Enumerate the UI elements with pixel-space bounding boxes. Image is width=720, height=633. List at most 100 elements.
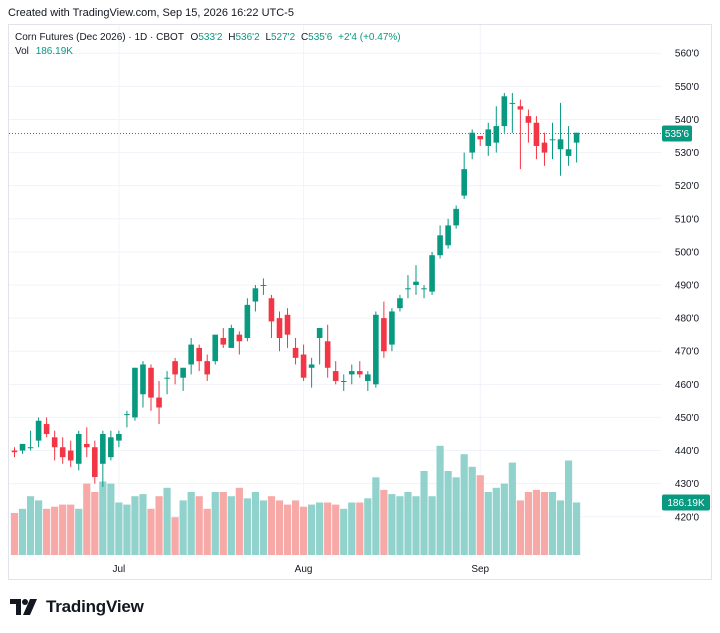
y-tick-label: 530'0 [675, 148, 700, 159]
volume-bar [364, 498, 372, 555]
ohlc-legend: Corn Futures (Dec 2026) · 1D · CBOT O533… [15, 32, 401, 43]
candle-body [27, 447, 34, 449]
tradingview-logo[interactable]: TradingView [10, 597, 144, 617]
volume-bar [436, 445, 444, 555]
volume-bar [147, 508, 155, 555]
candle-body [276, 318, 283, 338]
volume-bar [500, 483, 508, 555]
volume-bar [155, 496, 163, 555]
y-tick-label: 430'0 [675, 479, 700, 490]
last-volume-tag-label: 186.19K [667, 498, 705, 509]
candle-body [252, 288, 259, 302]
volume-bar [452, 477, 460, 555]
volume-bar [316, 502, 324, 555]
volume-label: Vol [15, 46, 29, 57]
y-axis[interactable]: 420'0 430'0 440'0 450'0 460'0 470'0 480'0 490'0… [675, 49, 700, 524]
volume-bar [219, 492, 227, 555]
volume-bar [564, 460, 573, 555]
volume-bar [428, 496, 436, 555]
candle-body [445, 225, 451, 246]
volume-bar [484, 492, 492, 555]
candle-body [236, 334, 243, 342]
candles [11, 92, 580, 487]
volume-bar [388, 494, 396, 555]
volume-bar [179, 500, 187, 555]
candle-body [140, 364, 146, 395]
volume-bar [203, 508, 211, 555]
last-price-tag-label: 535'6 [665, 129, 690, 140]
volume-bar [131, 496, 139, 555]
candle-body [565, 149, 572, 156]
candle-body [356, 371, 363, 375]
candle-body [244, 304, 251, 338]
volume-bar [259, 500, 268, 555]
volume-bar [163, 487, 171, 555]
y-tick-label: 440'0 [675, 446, 700, 457]
candle-body [51, 437, 58, 448]
volume-bar [211, 492, 219, 555]
volume-legend: Vol 186.19K [15, 46, 73, 57]
volume-bar [10, 513, 19, 555]
volume-bar [275, 500, 284, 555]
candle-body [59, 447, 66, 458]
candle-body [35, 420, 42, 441]
candle-body [108, 437, 114, 458]
volume-bar [476, 475, 484, 555]
tradingview-logo-text: TradingView [46, 597, 144, 616]
chart-frame[interactable]: 420'0 430'0 440'0 450'0 460'0 470'0 480'0 490'0… [8, 24, 712, 580]
x-axis[interactable]: Jul Aug Sep [112, 564, 489, 575]
volume-bar [492, 487, 500, 555]
volume-bar [99, 481, 107, 555]
volume-bar [227, 496, 235, 555]
y-tick-label: 510'0 [675, 214, 700, 225]
y-tick-label: 540'0 [675, 115, 700, 126]
volume-bar [404, 492, 412, 555]
candle-body [493, 126, 500, 143]
y-tick-label: 460'0 [675, 380, 700, 391]
candle-body [11, 450, 18, 453]
volume-bar [444, 471, 452, 555]
volume-bar [235, 487, 243, 555]
candle-body [477, 136, 484, 140]
candle-body [148, 367, 154, 398]
x-tick-label: Sep [471, 564, 489, 575]
volume-bar [540, 492, 549, 555]
volume-bar [556, 500, 565, 555]
candle-body [132, 367, 138, 418]
candle-body [324, 341, 331, 368]
volume-bar [396, 496, 404, 555]
candle-body [469, 132, 476, 153]
candle-body [92, 447, 98, 478]
change-value: +2'4 (+0.47%) [338, 32, 401, 43]
candle-body [557, 139, 564, 150]
y-tick-label: 500'0 [675, 247, 700, 258]
candle-body [453, 208, 459, 226]
x-tick-label: Jul [112, 564, 125, 575]
candle-body [340, 381, 347, 383]
candle-body [204, 361, 211, 375]
volume-bar [356, 502, 364, 555]
chart-svg[interactable]: 420'0 430'0 440'0 450'0 460'0 470'0 480'0 490'0… [9, 25, 711, 579]
symbol-label: Corn Futures (Dec 2026) · 1D · CBOT [15, 32, 184, 43]
candle-body [437, 235, 443, 256]
candle-body [429, 255, 435, 292]
candle-body [268, 298, 275, 322]
candle-body [83, 443, 90, 448]
candle-body [541, 142, 548, 153]
volume-bar [524, 492, 533, 555]
last-volume-tag [662, 494, 710, 511]
open-label: O [190, 32, 199, 43]
volume-bar [123, 504, 131, 555]
candle-body [485, 129, 492, 146]
volume-bar [59, 504, 67, 555]
volume-bar [299, 506, 308, 555]
y-tick-label: 420'0 [675, 512, 700, 523]
candle-body [316, 328, 323, 338]
volume-bar [412, 496, 420, 555]
volume-bars [10, 445, 581, 555]
volume-bar [139, 494, 147, 555]
high-value: 536'2 [235, 32, 260, 43]
y-tick-label: 520'0 [675, 181, 700, 192]
low-label: L [265, 32, 271, 43]
volume-bar [508, 462, 516, 555]
